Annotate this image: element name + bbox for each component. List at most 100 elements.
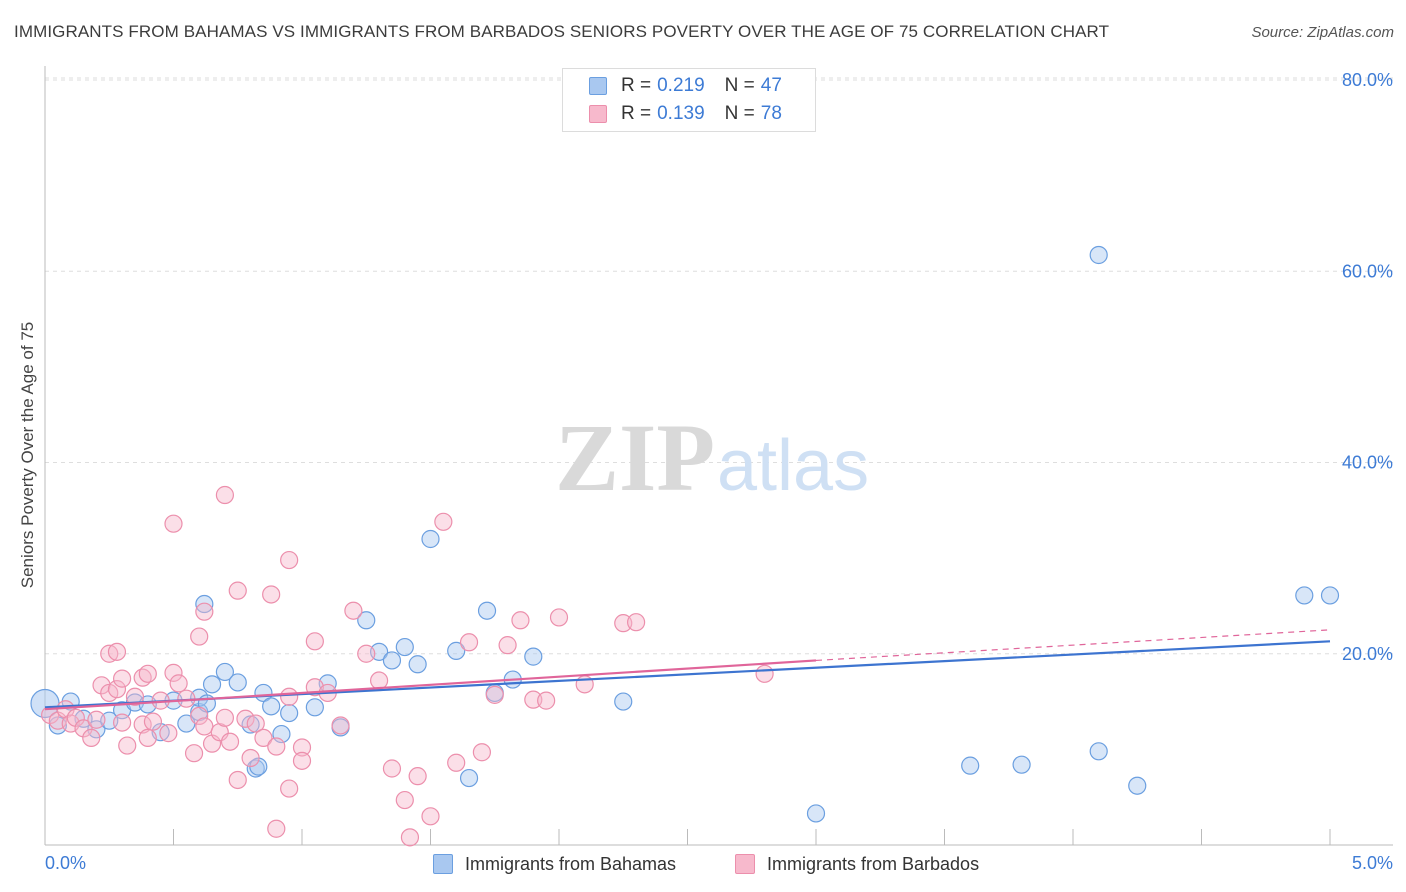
legend-swatch-barbados [589,105,607,123]
point-bahamas [202,675,222,694]
point-barbados [112,669,132,688]
point-barbados [280,550,299,570]
point-bahamas [305,698,324,717]
point-bahamas [421,529,440,549]
grid-lines [45,77,1393,655]
point-barbados [107,680,127,699]
point-barbados [292,738,312,757]
legend-r-value: 0.139 [657,103,705,124]
bottom-legend-swatch-bahamas [433,854,453,874]
legend-r-value: 0.219 [657,75,705,96]
legend-n-label: N = [724,103,755,124]
point-bahamas [280,703,299,723]
y-tick-label: 40.0% [1342,453,1393,473]
point-barbados [524,690,543,709]
point-bahamas [1089,245,1108,265]
bottom-legend-barbados: Immigrants from Barbados [735,852,979,876]
point-barbados [74,719,93,738]
point-bahamas [614,692,633,711]
point-barbados [434,512,453,531]
point-barbados [549,608,569,627]
point-barbados [138,728,157,748]
point-barbados [262,585,281,604]
point-barbados [400,828,420,847]
bottom-legend-label-barbados: Immigrants from Barbados [767,853,980,874]
legend-r-label: R = [621,103,652,124]
watermark-atlas: atlas [717,426,869,506]
legend-row-barbados: R = 0.139 N = 78 [589,102,782,126]
point-bahamas [459,768,479,788]
point-barbados [305,632,324,651]
legend: R = 0.219 N = 47 R = 0.139 N = 78 [562,68,816,132]
point-bahamas [215,662,234,682]
point-barbados [382,759,402,778]
points-barbados [41,485,774,847]
point-bahamas [477,601,497,620]
y-axis-label: Seniors Poverty Over the Age of 75 [18,321,37,589]
watermark-zip: ZIP [555,404,715,511]
point-barbados [395,790,414,810]
legend-n-label: N = [724,75,755,96]
y-tick-label: 60.0% [1342,261,1393,281]
point-barbados [228,581,247,600]
point-barbados [447,753,466,772]
x-tick-label-max: 5.0% [1352,853,1393,873]
point-barbados [195,717,214,736]
point-barbados [421,807,440,826]
point-barbados [82,728,101,748]
point-barbados [254,728,273,748]
point-bahamas [228,673,247,692]
point-barbados [280,779,299,798]
point-bahamas [395,637,414,657]
point-bahamas [1012,755,1031,774]
point-bahamas [357,611,376,630]
point-bahamas [1320,586,1340,605]
point-bahamas [1295,586,1314,605]
point-bahamas [195,594,214,614]
point-barbados [164,663,183,682]
point-barbados [472,743,491,762]
point-barbados [292,751,312,770]
point-bahamas [262,697,281,716]
point-barbados [184,744,204,763]
y-tick-label: 80.0% [1342,70,1393,90]
point-barbados [195,602,214,621]
bottom-legend-swatch-barbados [735,854,755,874]
point-barbados [169,674,188,693]
point-barbados [498,636,517,655]
trend-lines [44,629,1331,711]
point-barbados [267,737,286,756]
x-tick-label-min: 0.0% [45,853,86,873]
point-barbados [537,691,556,710]
point-bahamas [961,756,980,775]
point-barbados [159,724,178,743]
point-barbados [357,644,376,663]
point-barbados [118,736,137,755]
point-barbados [236,709,255,728]
point-bahamas [1128,776,1147,795]
point-bahamas [524,647,543,666]
point-barbados [92,676,111,695]
point-barbados [511,611,530,630]
point-bahamas [241,715,260,734]
point-barbados [755,664,774,683]
chart-title: IMMIGRANTS FROM BAHAMAS VS IMMIGRANTS FR… [14,22,1110,41]
y-tick-label: 20.0% [1342,644,1393,664]
point-barbados [344,601,363,620]
point-bahamas [408,655,427,674]
point-barbados [138,664,157,683]
point-barbados [215,485,234,505]
point-barbados [267,819,286,838]
source-label: Source: ZipAtlas.com [1251,24,1394,41]
point-barbados [190,627,209,646]
point-barbados [459,633,479,652]
point-bahamas [1089,742,1108,761]
tick-labels: 20.0% 40.0% 60.0% 80.0% 0.0% 5.0% [45,70,1393,873]
point-barbados [408,767,427,786]
point-barbados [626,613,646,632]
point-barbados [331,716,350,735]
point-barbados [485,685,504,704]
legend-r-label: R = [621,75,652,96]
trend-barbados-dashed [815,629,1331,662]
